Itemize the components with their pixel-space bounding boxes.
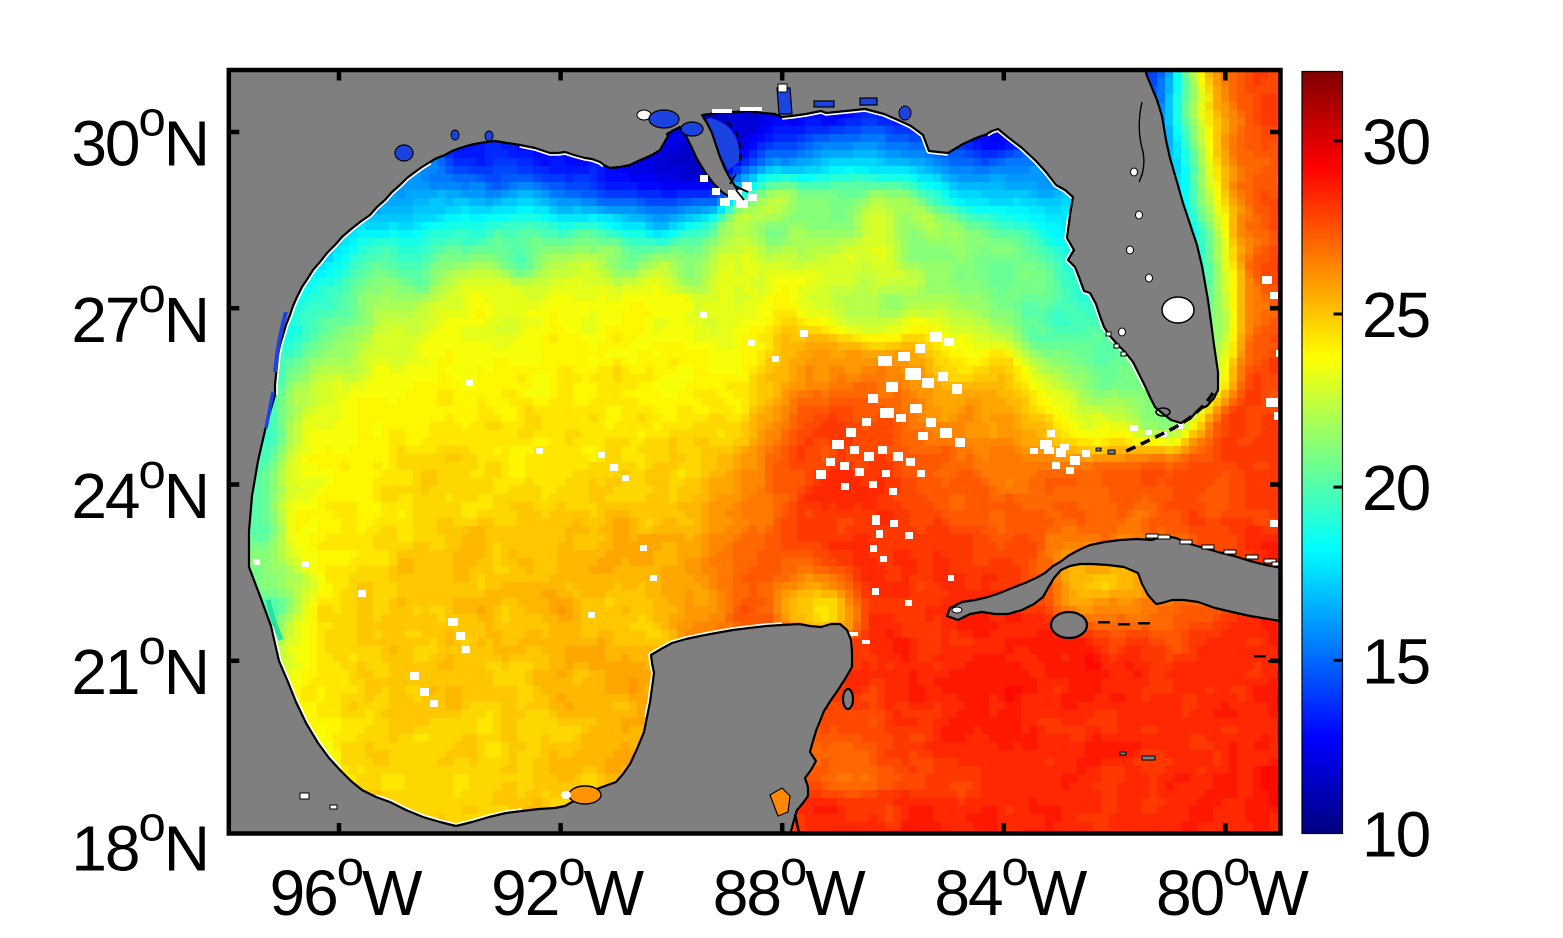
svg-text:92oW: 92oW (491, 842, 644, 929)
svg-text:30: 30 (1362, 106, 1430, 178)
svg-text:10: 10 (1362, 799, 1430, 871)
svg-text:84oW: 84oW (934, 842, 1087, 929)
svg-text:25: 25 (1362, 279, 1429, 351)
svg-text:20: 20 (1362, 452, 1430, 524)
svg-text:15: 15 (1362, 625, 1429, 697)
svg-text:18oN: 18oN (71, 798, 208, 885)
